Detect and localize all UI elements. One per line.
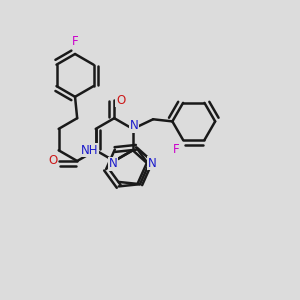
Text: F: F — [173, 143, 180, 156]
Text: N: N — [130, 119, 139, 132]
Text: O: O — [48, 154, 57, 167]
Text: N: N — [148, 157, 157, 169]
Text: NH: NH — [80, 144, 98, 157]
Text: F: F — [72, 35, 78, 48]
Text: N: N — [108, 158, 117, 170]
Text: O: O — [116, 94, 125, 106]
